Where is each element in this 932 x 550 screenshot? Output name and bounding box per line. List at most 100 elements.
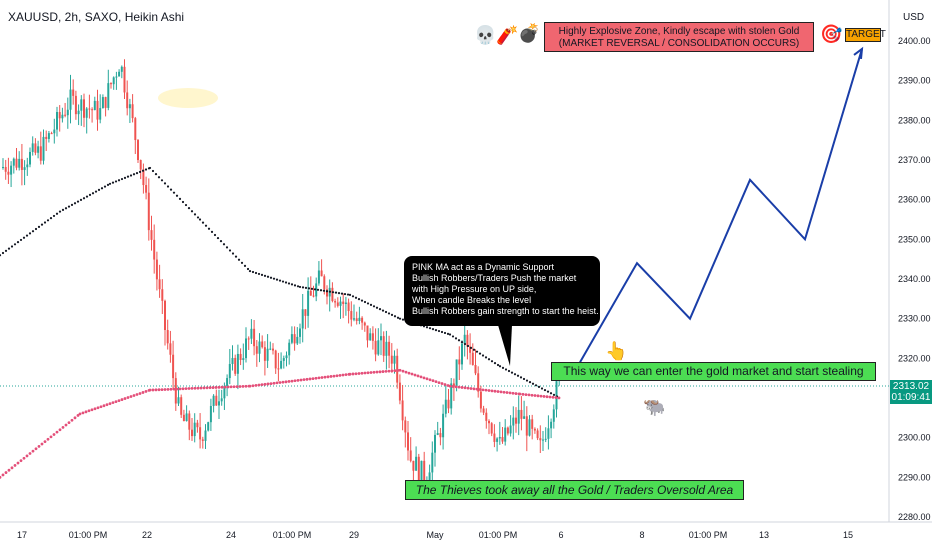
pink-ma-dot: [43, 440, 47, 444]
candle-body: [550, 421, 553, 429]
black-ma-dot: [266, 275, 270, 278]
candle-body: [158, 279, 161, 290]
pink-ma-dot: [448, 384, 452, 388]
current-price: 2313.02: [892, 381, 930, 392]
candle-body: [188, 413, 191, 430]
black-ma-dot: [322, 289, 326, 292]
pink-ma-dot: [329, 375, 333, 378]
candle-body: [15, 158, 18, 168]
candle-body: [66, 109, 69, 116]
black-ma-dot: [7, 247, 11, 250]
candle-body: [53, 129, 56, 134]
pink-ma-dot: [199, 386, 203, 390]
candle-body: [10, 165, 13, 175]
black-ma-dot: [73, 202, 77, 205]
black-ma-dot: [446, 332, 450, 335]
candle-body: [166, 330, 169, 344]
candle-body: [309, 290, 312, 296]
black-ma-dot: [49, 217, 53, 220]
target-label[interactable]: TARGET: [845, 28, 886, 42]
pink-ma-dot: [440, 382, 444, 385]
pink-ma-dot: [514, 392, 518, 395]
black-ma-dot: [275, 278, 279, 281]
candle-body: [193, 422, 196, 437]
candle-body: [336, 302, 339, 306]
candle-body: [128, 104, 131, 109]
pink-ma-note[interactable]: PINK MA act as a Dynamic Support Bullish…: [404, 256, 600, 326]
candle-body: [85, 108, 88, 118]
black-ma-dot: [16, 241, 20, 244]
oversold-note[interactable]: The Thieves took away all the Gold / Tra…: [405, 480, 744, 500]
pink-ma-dot: [460, 386, 464, 389]
pink-ma-dot: [545, 395, 549, 399]
entry-note[interactable]: This way we can enter the gold market an…: [551, 362, 876, 381]
black-ma-dot: [369, 303, 373, 306]
candle-body: [512, 417, 515, 426]
candle-body: [226, 378, 229, 387]
black-ma-dot: [448, 333, 452, 336]
black-ma-dot: [231, 252, 235, 255]
pink-ma-dot: [484, 388, 488, 392]
black-ma-dot: [19, 238, 23, 242]
pink-ma-dot: [16, 461, 20, 465]
black-ma-dot: [254, 271, 258, 275]
candle-body: [212, 395, 215, 406]
pink-ma-note-line-3: with High Pressure on UP side,: [412, 284, 537, 294]
candle-body: [7, 171, 10, 175]
black-ma-dot: [52, 214, 56, 218]
pink-ma-note-line-2: Bullish Robbers/Traders Push the market: [412, 273, 577, 283]
currency-label[interactable]: USD: [903, 12, 925, 23]
black-ma-dot: [401, 318, 405, 321]
candle-body: [245, 338, 247, 359]
candle-body: [145, 185, 148, 193]
black-ma-dot: [472, 348, 476, 351]
candle-body: [485, 412, 488, 421]
candle-body: [174, 378, 177, 404]
pink-ma-dot: [196, 386, 200, 390]
candle-body: [12, 158, 15, 166]
y-tick-label: 2280.00: [898, 512, 931, 522]
candle-body: [115, 76, 118, 78]
black-ma-dot: [34, 227, 38, 231]
black-ma-dot: [172, 191, 176, 194]
pink-ma-dot: [518, 392, 522, 396]
candle-body: [37, 146, 40, 153]
pink-ma-dot: [184, 387, 188, 391]
x-tick-label: 13: [759, 530, 769, 540]
pink-ma-dot: [202, 386, 206, 390]
black-ma-dot: [540, 387, 544, 390]
candle-body: [412, 460, 415, 471]
black-ma-dot: [549, 392, 553, 395]
black-ma-dot: [187, 207, 191, 210]
black-ma-dot: [132, 173, 136, 176]
candle-body: [123, 66, 126, 93]
black-ma-dot: [144, 168, 148, 171]
pink-ma-dot: [257, 383, 261, 387]
black-ma-dot: [58, 210, 62, 213]
pink-ma-dot: [332, 374, 336, 378]
black-ma-dot: [126, 175, 130, 178]
candle-body: [347, 302, 350, 312]
candle-body: [282, 358, 285, 361]
candle-body: [369, 333, 372, 341]
candle-body: [350, 311, 353, 320]
candle-body: [285, 355, 288, 359]
explosive-zone-note[interactable]: Highly Explosive Zone, Kindly escape wit…: [544, 22, 814, 52]
pink-ma-dot: [229, 385, 233, 389]
candle-body: [474, 364, 477, 374]
symbol-title[interactable]: XAUUSD, 2h, SAXO, Heikin Ashi: [8, 10, 185, 24]
candle-body: [320, 270, 323, 277]
black-ma-dot: [219, 240, 223, 243]
candle-body: [182, 414, 185, 422]
black-ma-dot: [25, 234, 29, 237]
black-ma-dot: [237, 258, 241, 261]
black-ma-dot: [61, 208, 65, 212]
candle-body: [110, 83, 112, 85]
black-ma-dot: [525, 379, 529, 382]
pink-ma-dot: [378, 370, 382, 374]
pink-ma-dot: [481, 388, 485, 392]
pink-ma-dot: [469, 387, 473, 390]
black-ma-dot: [366, 302, 370, 305]
x-tick-label: 01:00 PM: [689, 530, 728, 540]
pink-ma-dot: [393, 369, 397, 373]
